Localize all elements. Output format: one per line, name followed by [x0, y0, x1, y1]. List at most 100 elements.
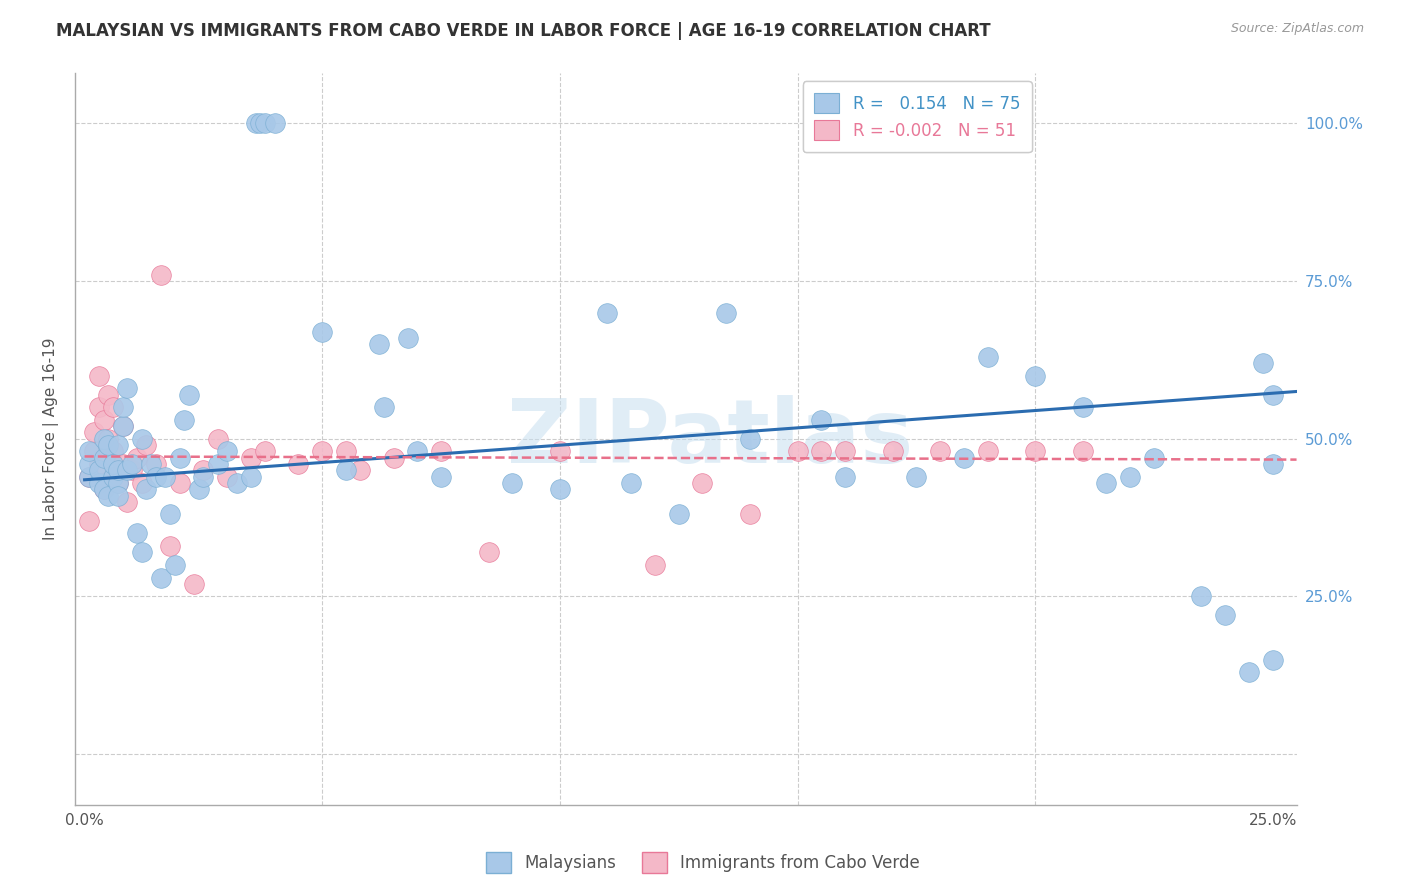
Point: [1071, 401, 1094, 415]
Point: [149, 570, 172, 584]
Point: [373, 401, 395, 415]
Point: [101, 469, 124, 483]
Point: [382, 450, 405, 465]
Point: [101, 457, 124, 471]
Point: [163, 558, 186, 572]
Point: [1024, 368, 1046, 383]
Point: [131, 475, 153, 490]
Text: Source: ZipAtlas.com: Source: ZipAtlas.com: [1230, 22, 1364, 36]
Point: [97, 432, 120, 446]
Point: [1071, 444, 1094, 458]
Point: [101, 469, 124, 483]
Point: [1191, 590, 1213, 604]
Point: [620, 475, 643, 490]
Point: [193, 469, 215, 483]
Point: [692, 475, 714, 490]
Point: [249, 116, 271, 130]
Point: [239, 469, 262, 483]
Legend: R =   0.154   N = 75, R = -0.002   N = 51: R = 0.154 N = 75, R = -0.002 N = 51: [803, 81, 1032, 152]
Point: [263, 116, 285, 130]
Point: [111, 419, 134, 434]
Point: [159, 539, 181, 553]
Point: [169, 475, 191, 490]
Point: [217, 444, 239, 458]
Point: [810, 444, 832, 458]
Point: [477, 545, 499, 559]
Point: [1261, 387, 1284, 401]
Point: [125, 526, 148, 541]
Point: [349, 463, 371, 477]
Point: [187, 482, 209, 496]
Point: [786, 444, 808, 458]
Point: [548, 444, 571, 458]
Point: [107, 438, 129, 452]
Point: [254, 116, 277, 130]
Point: [93, 482, 115, 496]
Point: [596, 306, 619, 320]
Point: [179, 387, 201, 401]
Point: [107, 475, 129, 490]
Point: [207, 457, 229, 471]
Point: [93, 482, 115, 496]
Point: [79, 469, 101, 483]
Text: MALAYSIAN VS IMMIGRANTS FROM CABO VERDE IN LABOR FORCE | AGE 16-19 CORRELATION C: MALAYSIAN VS IMMIGRANTS FROM CABO VERDE …: [56, 22, 991, 40]
Point: [335, 463, 357, 477]
Point: [111, 457, 134, 471]
Point: [1261, 457, 1284, 471]
Point: [155, 469, 177, 483]
Point: [107, 463, 129, 477]
Point: [430, 469, 453, 483]
Point: [117, 381, 139, 395]
Point: [311, 444, 333, 458]
Point: [79, 514, 101, 528]
Point: [79, 444, 101, 458]
Point: [1095, 475, 1118, 490]
Point: [716, 306, 738, 320]
Point: [87, 463, 110, 477]
Point: [169, 450, 191, 465]
Point: [121, 463, 143, 477]
Point: [145, 469, 167, 483]
Point: [335, 444, 357, 458]
Point: [1261, 652, 1284, 666]
Point: [311, 325, 333, 339]
Point: [738, 508, 761, 522]
Point: [668, 508, 690, 522]
Point: [131, 432, 153, 446]
Point: [87, 457, 110, 471]
Point: [101, 401, 124, 415]
Point: [396, 331, 419, 345]
Point: [501, 475, 523, 490]
Point: [245, 116, 267, 130]
Point: [239, 450, 262, 465]
Point: [193, 463, 215, 477]
Point: [929, 444, 952, 458]
Point: [905, 469, 928, 483]
Point: [97, 387, 120, 401]
Point: [149, 268, 172, 282]
Point: [97, 438, 120, 452]
Point: [83, 444, 105, 458]
Point: [882, 444, 904, 458]
Point: [117, 495, 139, 509]
Point: [183, 577, 205, 591]
Point: [145, 457, 167, 471]
Point: [125, 450, 148, 465]
Point: [79, 457, 101, 471]
Point: [117, 463, 139, 477]
Point: [1143, 450, 1166, 465]
Point: [83, 425, 105, 440]
Point: [217, 469, 239, 483]
Point: [406, 444, 429, 458]
Point: [111, 401, 134, 415]
Point: [101, 444, 124, 458]
Point: [93, 432, 115, 446]
Point: [93, 413, 115, 427]
Point: [548, 482, 571, 496]
Point: [207, 432, 229, 446]
Point: [738, 432, 761, 446]
Point: [139, 457, 162, 471]
Point: [1024, 444, 1046, 458]
Point: [87, 401, 110, 415]
Point: [834, 469, 856, 483]
